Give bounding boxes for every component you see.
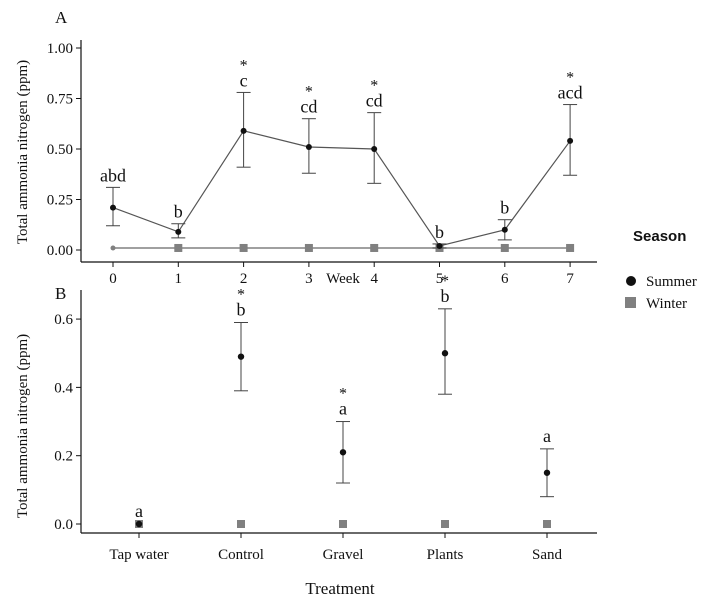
legend-summer-marker <box>626 276 636 286</box>
summer-point <box>371 146 378 152</box>
legend-winter-label: Winter <box>646 296 687 312</box>
summer-point <box>501 226 508 233</box>
panel-b-y-ticks: 0.0 0.2 0.4 0.6 <box>54 312 81 533</box>
significance-letter: b <box>174 202 183 222</box>
significance-star: * <box>305 84 313 101</box>
summer-point <box>567 137 574 144</box>
panel-b-marks: ab*a*b*a <box>135 273 554 528</box>
x-tick-label: 7 <box>566 271 574 287</box>
winter-point <box>441 520 449 528</box>
summer-point <box>237 353 245 360</box>
summer-point <box>135 520 143 528</box>
y-tick-label: 1.00 <box>47 41 73 57</box>
significance-letter: cd <box>366 91 383 111</box>
significance-letter: a <box>339 399 347 419</box>
winter-point <box>110 245 116 251</box>
x-tick-label: 1 <box>175 271 183 287</box>
significance-letter: a <box>135 501 143 521</box>
significance-star: * <box>240 57 248 74</box>
significance-letter: b <box>500 198 509 218</box>
significance-letter: cd <box>300 97 317 117</box>
significance-letter: b <box>441 286 450 306</box>
winter-point <box>500 243 509 252</box>
x-tick-label: Gravel <box>323 547 364 563</box>
x-tick-label: 3 <box>305 271 313 287</box>
x-tick-label: 6 <box>501 271 509 287</box>
significance-letter: abd <box>100 165 126 185</box>
significance-star: * <box>566 70 574 87</box>
panel-a-x-ticks: 0 1 2 3 4 5 6 7 <box>109 262 574 287</box>
legend-title: Season <box>633 228 686 245</box>
summer-series-line <box>112 130 571 247</box>
winter-point <box>339 520 347 528</box>
panel-b: B 0.0 0.2 0.4 0.6 Tap water Control Gravel Pla… <box>15 273 597 598</box>
summer-point <box>339 449 347 456</box>
x-tick-label: Control <box>218 547 264 563</box>
winter-point <box>566 243 575 252</box>
summer-point <box>240 127 247 134</box>
winter-point <box>370 243 379 252</box>
panel-b-x-ticks: Tap water Control Gravel Plants Sand <box>109 533 563 563</box>
panel-a-y-ticks: 0.00 0.25 0.50 0.75 1.00 <box>47 41 81 259</box>
significance-letter: c <box>240 70 248 90</box>
x-tick-label: 5 <box>436 271 444 287</box>
y-tick-label: 0.0 <box>54 517 73 533</box>
summer-point <box>110 204 116 211</box>
panel-b-y-axis-title: Total ammonia nitrogen (ppm) <box>15 334 31 518</box>
y-tick-label: 0.2 <box>54 449 73 465</box>
panel-a-label: A <box>55 8 68 27</box>
x-tick-label: Sand <box>532 547 563 563</box>
summer-point <box>543 469 551 476</box>
winter-point <box>237 520 245 528</box>
y-tick-label: 0.75 <box>47 92 73 108</box>
significance-star: * <box>237 286 245 303</box>
x-tick-label: Plants <box>427 547 464 563</box>
panel-a-y-axis-title: Total ammonia nitrogen (ppm) <box>15 60 31 244</box>
legend-winter-marker <box>625 297 636 308</box>
y-tick-label: 0.50 <box>47 142 73 158</box>
winter-point <box>239 243 248 252</box>
summer-point <box>441 350 449 357</box>
panel-b-label: B <box>55 284 66 303</box>
x-tick-label: 2 <box>240 271 248 287</box>
significance-letter: b <box>237 299 246 319</box>
summer-point <box>175 228 182 235</box>
significance-star: * <box>339 386 347 403</box>
significance-letter: a <box>543 426 551 446</box>
winter-point <box>543 520 551 528</box>
x-tick-label: 4 <box>370 271 378 287</box>
summer-point <box>305 143 312 150</box>
x-tick-label: 0 <box>109 271 117 287</box>
y-tick-label: 0.25 <box>47 193 73 209</box>
x-tick-label: Tap water <box>109 547 168 563</box>
y-tick-label: 0.4 <box>54 380 73 396</box>
significance-star: * <box>370 78 378 95</box>
y-tick-label: 0.6 <box>54 312 73 328</box>
winter-point <box>304 243 313 252</box>
legend: Season Summer Winter <box>625 228 697 312</box>
panel-a-x-axis-title: Week <box>326 271 360 287</box>
significance-star: * <box>441 273 449 290</box>
y-tick-label: 0.00 <box>47 243 73 259</box>
winter-point <box>174 243 183 252</box>
summer-point <box>436 242 443 249</box>
significance-letter: acd <box>558 83 583 103</box>
panel-b-x-axis-title: Treatment <box>305 579 375 598</box>
legend-summer-label: Summer <box>646 274 697 290</box>
significance-letter: b <box>435 222 444 242</box>
